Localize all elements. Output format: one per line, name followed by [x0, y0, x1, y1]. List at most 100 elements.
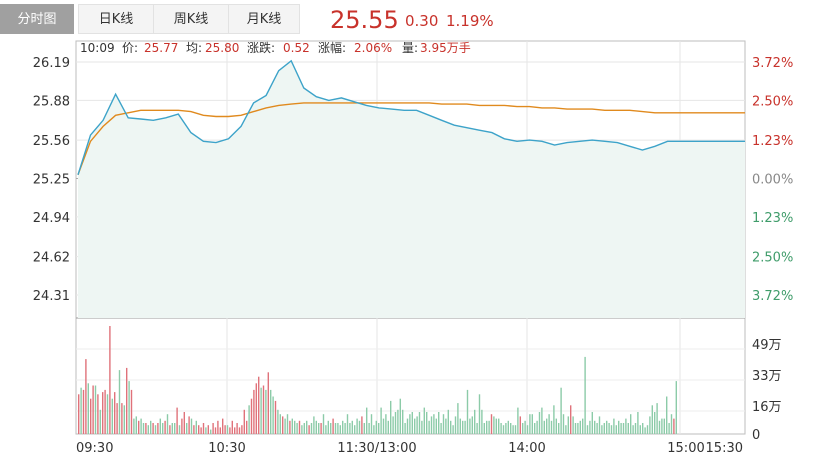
- time-tick-label: 15:30: [706, 441, 743, 456]
- chart-type-tabs: 分时图 日K线 周K线 月K线: [0, 0, 330, 35]
- volume-bar: [162, 423, 164, 434]
- volume-bar: [411, 412, 413, 434]
- volume-bar: [114, 392, 116, 434]
- volume-bar: [646, 425, 649, 434]
- volume-bar: [541, 407, 543, 434]
- volume-bar: [476, 423, 478, 434]
- volume-bar: [459, 418, 461, 434]
- info-price-label: 价:: [122, 41, 138, 55]
- time-axis: 09:30 10:30 11:30/13:00 14:00 15:00 15:30: [76, 441, 743, 456]
- volume-bar: [205, 427, 207, 434]
- volume-bar: [442, 414, 445, 434]
- volume-bar: [505, 423, 507, 434]
- volume-bar: [654, 412, 656, 434]
- volume-bar: [639, 425, 641, 434]
- volume-bar: [322, 414, 325, 434]
- volume-bar: [589, 420, 591, 434]
- volume-bar: [531, 414, 533, 434]
- volume-bar: [661, 418, 663, 434]
- volume-bar: [668, 423, 670, 434]
- volume-bar: [318, 423, 320, 434]
- volume-bar: [186, 423, 188, 434]
- time-tick-label: 09:30: [76, 441, 113, 456]
- price-axis: 26.19 25.88 25.56 25.25 24.94 24.62 24.31: [33, 56, 70, 304]
- volume-bar: [630, 414, 632, 434]
- volume-bar: [483, 423, 485, 434]
- tab-intraday[interactable]: 分时图: [0, 4, 74, 34]
- volume-bar: [270, 389, 272, 434]
- price-tick-label: 24.62: [33, 251, 70, 266]
- volume-bar: [255, 383, 257, 434]
- volume-bar: [325, 425, 327, 434]
- volume-tick-label: 49万: [752, 338, 782, 353]
- volume-bar: [394, 412, 397, 434]
- volume-bar: [462, 420, 464, 434]
- volume-bar: [346, 414, 349, 434]
- tab-daily-k[interactable]: 日K线: [78, 4, 154, 34]
- volume-bar: [366, 407, 368, 434]
- volume-bar: [507, 420, 509, 434]
- volume-bar: [481, 409, 483, 434]
- price-tick-label: 24.31: [33, 289, 70, 304]
- volume-bar: [169, 425, 171, 434]
- volume-bar: [440, 423, 442, 434]
- volume-bar: [306, 420, 308, 434]
- volume-bar: [493, 416, 495, 434]
- volume-bar: [488, 420, 490, 434]
- volume-bar: [457, 403, 459, 434]
- info-time: 10:09: [80, 41, 115, 55]
- info-avg-label: 均:: [186, 41, 202, 55]
- volume-bar: [258, 376, 260, 434]
- volume-bar: [404, 423, 406, 434]
- tab-monthly-k[interactable]: 月K线: [228, 4, 300, 34]
- volume-bar: [380, 407, 382, 434]
- volume-bar: [358, 420, 361, 434]
- volume-bar: [121, 403, 123, 434]
- volume-bar: [474, 409, 476, 434]
- volume-bar: [584, 356, 586, 434]
- volume-bar: [570, 405, 572, 434]
- volume-bar: [438, 412, 440, 434]
- volume-bar: [373, 425, 375, 434]
- volume-bar: [368, 423, 370, 434]
- volume-bar: [450, 420, 452, 434]
- volume-bar: [303, 423, 305, 434]
- volume-bar: [529, 414, 531, 434]
- volume-bar: [135, 416, 137, 434]
- percent-tick-label: 2.50%: [752, 94, 793, 109]
- volume-bar: [625, 418, 627, 434]
- volume-bar: [229, 427, 231, 434]
- price-area: [78, 60, 745, 319]
- volume-bar: [164, 420, 166, 434]
- time-tick-label: 11:30/13:00: [337, 441, 416, 456]
- volume-bar: [534, 423, 536, 434]
- volume-bar: [190, 418, 193, 434]
- volume-bar: [339, 425, 341, 434]
- volume-bar: [558, 423, 560, 434]
- volume-bar: [171, 423, 173, 434]
- volume-bar: [610, 425, 613, 434]
- volume-bar: [378, 423, 380, 434]
- tab-weekly-k[interactable]: 周K线: [153, 4, 229, 34]
- info-pct-label: 涨幅:: [318, 40, 346, 55]
- volume-bar: [272, 396, 274, 434]
- volume-bar: [200, 427, 202, 434]
- crosshair-info: 10:09 价: 25.77 均: 25.80 涨跌: 0.52 涨幅: 2.0…: [80, 40, 471, 55]
- volume-bar: [594, 420, 596, 434]
- volume-bar: [538, 412, 541, 434]
- volume-bar: [517, 407, 519, 434]
- volume-bar: [313, 416, 315, 434]
- volume-bar: [524, 420, 526, 434]
- volume-bar: [651, 405, 653, 434]
- volume-tick-label: 33万: [752, 369, 782, 384]
- volume-bar: [375, 420, 377, 434]
- volume-bar: [586, 425, 589, 434]
- info-avg-value: 25.80: [205, 41, 239, 55]
- volume-bar: [126, 367, 128, 434]
- volume-bar: [176, 407, 178, 434]
- info-price-value: 25.77: [144, 41, 178, 55]
- volume-bar: [452, 425, 454, 434]
- volume-bar: [274, 400, 277, 434]
- price-tick-label: 25.56: [33, 134, 70, 149]
